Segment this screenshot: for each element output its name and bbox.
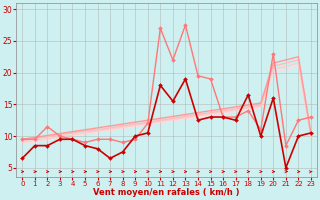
X-axis label: Vent moyen/en rafales ( km/h ): Vent moyen/en rafales ( km/h ) (93, 188, 240, 197)
